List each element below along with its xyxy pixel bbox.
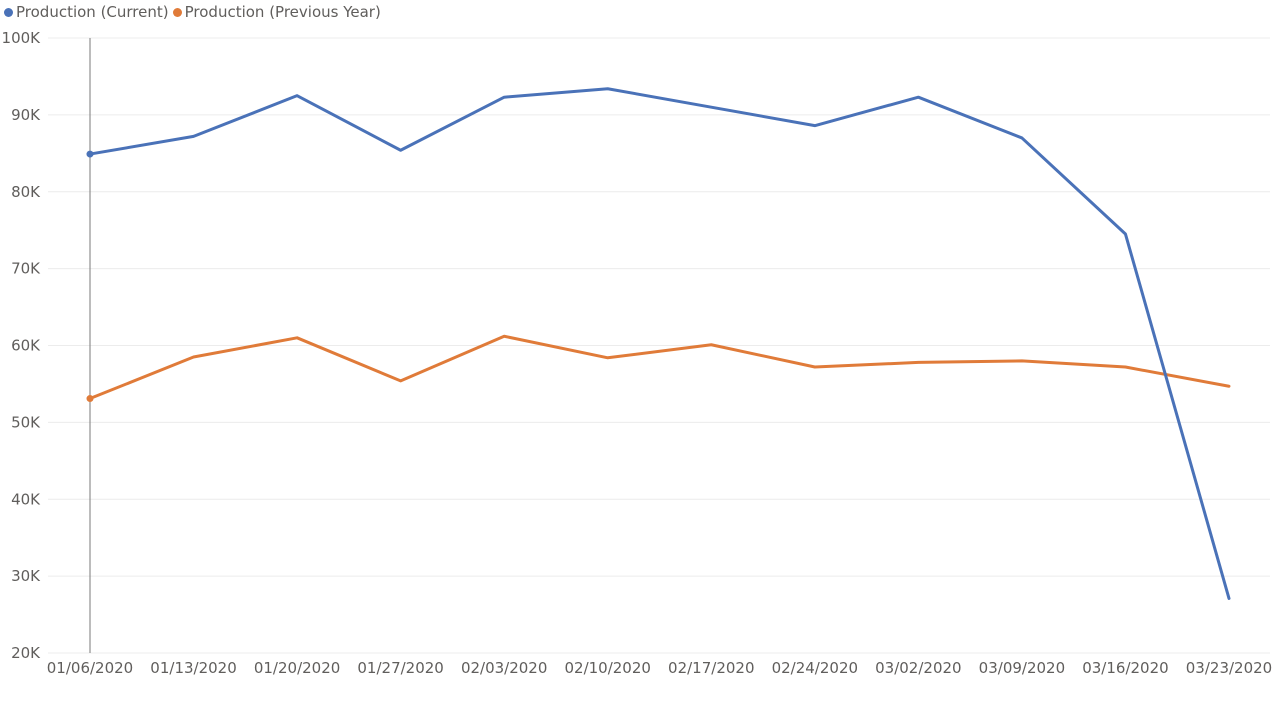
x-tick-label: 01/27/2020 bbox=[357, 659, 443, 677]
series-lines bbox=[86, 87, 1231, 600]
x-tick-label: 02/03/2020 bbox=[461, 659, 547, 677]
hover-point-0[interactable] bbox=[86, 150, 94, 158]
y-tick-label: 40K bbox=[11, 490, 41, 508]
x-tick-label: 01/20/2020 bbox=[254, 659, 340, 677]
y-tick-label: 80K bbox=[11, 183, 41, 201]
hover-point-1[interactable] bbox=[86, 395, 94, 403]
y-tick-label: 20K bbox=[11, 644, 41, 662]
legend-marker-previous-year-icon bbox=[172, 7, 182, 17]
legend-item-previous-year[interactable]: Production (Previous Year) bbox=[172, 3, 381, 21]
x-tick-label: 03/02/2020 bbox=[875, 659, 961, 677]
x-tick-label: 03/23/2020 bbox=[1186, 659, 1272, 677]
y-tick-label: 70K bbox=[11, 260, 41, 278]
legend-marker-current-icon bbox=[4, 7, 13, 17]
y-tick-label: 100K bbox=[2, 29, 42, 47]
x-tick-label: 01/13/2020 bbox=[150, 659, 236, 677]
x-tick-label: 01/06/2020 bbox=[47, 659, 133, 677]
x-tick-label: 02/24/2020 bbox=[772, 659, 858, 677]
y-tick-label: 90K bbox=[11, 106, 41, 124]
y-tick-label: 30K bbox=[11, 567, 41, 585]
y-tick-label: 50K bbox=[11, 413, 41, 431]
series-line-1[interactable] bbox=[88, 334, 1231, 401]
x-tick-label: 03/09/2020 bbox=[979, 659, 1065, 677]
y-tick-label: 60K bbox=[11, 337, 41, 355]
legend-item-current[interactable]: Production (Current) bbox=[4, 3, 169, 21]
y-axis-labels: 20K 30K 40K 50K 60K 70K 80K 90K 100K bbox=[2, 29, 42, 662]
gridlines bbox=[48, 37, 1270, 654]
x-axis-labels: 01/06/2020 01/13/2020 01/20/2020 01/27/2020… bbox=[47, 659, 1272, 677]
legend-label-current: Production (Current) bbox=[16, 3, 169, 21]
chart-legend: Production (Current) Production (Previou… bbox=[4, 2, 385, 22]
x-tick-label: 02/17/2020 bbox=[668, 659, 754, 677]
x-tick-label: 03/16/2020 bbox=[1082, 659, 1168, 677]
x-tick-label: 02/10/2020 bbox=[564, 659, 650, 677]
series-line-0[interactable] bbox=[88, 87, 1231, 600]
legend-label-previous-year: Production (Previous Year) bbox=[184, 3, 381, 21]
